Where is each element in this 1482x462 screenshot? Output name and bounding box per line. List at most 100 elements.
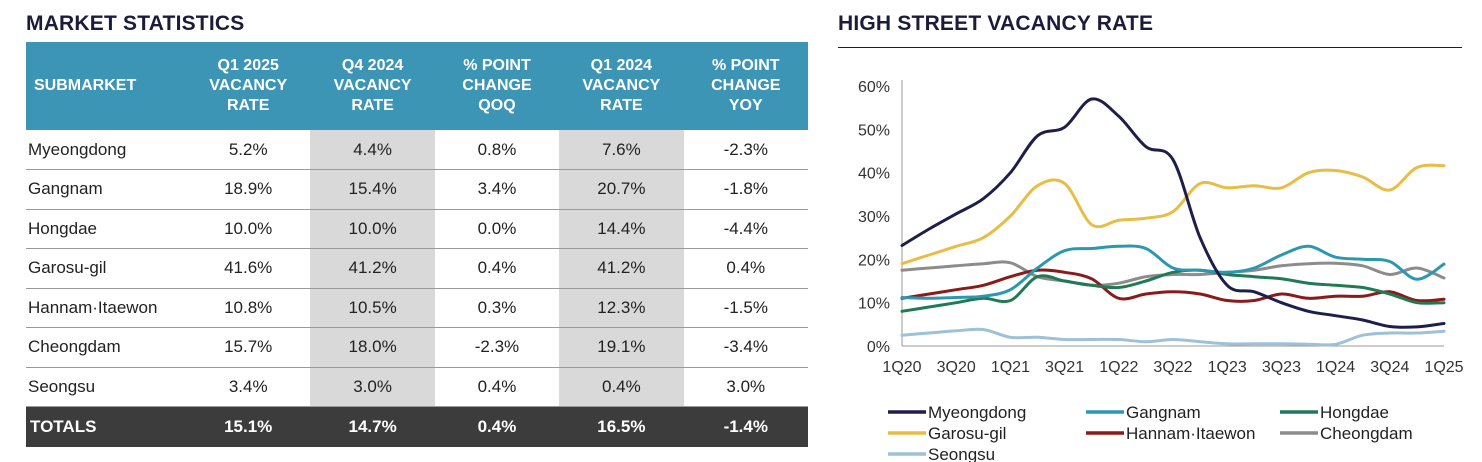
totals-value: 16.5% <box>559 406 684 447</box>
x-tick-label: 3Q22 <box>1153 359 1192 376</box>
submarket-cell: Seongsu <box>26 367 186 407</box>
legend-label: Gangnam <box>1126 403 1201 422</box>
value-cell: 14.4% <box>559 209 684 249</box>
value-cell: 15.7% <box>186 327 311 368</box>
table-row: Cheongdam 15.7% 18.0% -2.3% 19.1% -3.4% <box>26 327 808 368</box>
value-cell: 10.0% <box>186 209 311 249</box>
value-cell: 20.7% <box>559 169 684 210</box>
column-header-line: VACANCY <box>209 77 288 94</box>
value-cell: 12.3% <box>559 288 684 328</box>
legend-label: Garosu-gil <box>928 424 1006 443</box>
chart-title: HIGH STREET VACANCY RATE <box>838 12 1462 48</box>
series-line-hannam-itaewon <box>900 268 1446 303</box>
table-row: Seongsu 3.4% 3.0% 0.4% 0.4% 3.0% <box>26 367 808 407</box>
x-tick-label: 1Q25 <box>1424 359 1463 376</box>
submarket-cell: Garosu-gil <box>26 248 186 289</box>
value-cell: 3.4% <box>186 367 311 407</box>
y-tick-label: 20% <box>858 252 890 269</box>
value-cell: 7.6% <box>559 130 684 170</box>
market-statistics-panel: MARKET STATISTICS SUBMARKET Q1 2025 VACANC… <box>26 12 808 447</box>
y-tick-label: 60% <box>858 79 890 96</box>
submarket-cell: Hannam·Itaewon <box>26 288 186 328</box>
table-row: Hannam·Itaewon 10.8% 10.5% 0.3% 12.3% -1.5% <box>26 288 808 328</box>
value-cell: 5.2% <box>186 130 311 170</box>
series-line-garosu-gil <box>900 163 1446 266</box>
series-line-myeongdong <box>900 97 1446 329</box>
column-header-line: Q4 2024 <box>341 57 404 74</box>
totals-value: 0.4% <box>434 406 560 447</box>
x-tick-label: 1Q22 <box>1099 359 1138 376</box>
value-cell: 3.0% <box>310 367 435 407</box>
table-row: Garosu-gil 41.6% 41.2% 0.4% 41.2% 0.4% <box>26 248 808 289</box>
value-cell: 19.1% <box>559 327 684 368</box>
value-cell: 10.8% <box>186 288 311 328</box>
value-cell: 0.4% <box>559 367 684 407</box>
totals-value: 15.1% <box>186 406 311 447</box>
series-line-gangnam <box>900 244 1446 300</box>
series-line-hongdae <box>900 268 1446 313</box>
y-tick-label: 10% <box>858 296 890 313</box>
table-row: Gangnam 18.9% 15.4% 3.4% 20.7% -1.8% <box>26 169 808 210</box>
x-tick-label: 1Q20 <box>882 359 921 376</box>
column-header-line: SUBMARKET <box>34 77 137 94</box>
legend-label: Cheongdam <box>1320 424 1413 443</box>
value-cell: -2.3% <box>434 327 560 368</box>
column-header-line: RATE <box>227 97 270 114</box>
x-tick-label: 3Q23 <box>1262 359 1301 376</box>
value-cell: 0.4% <box>434 248 560 289</box>
vacancy-rate-line-chart: 0% 10% 20% 30% 40% 50% 60% 1Q20 3Q20 1Q21 3Q21 1Q22… <box>858 79 1464 462</box>
x-tick-label: 3Q21 <box>1045 359 1084 376</box>
value-cell: 0.4% <box>434 367 560 407</box>
table-row: Hongdae 10.0% 10.0% 0.0% 14.4% -4.4% <box>26 209 808 249</box>
totals-value: -1.4% <box>683 406 808 447</box>
x-tick-label: 3Q24 <box>1370 359 1409 376</box>
value-cell: 18.9% <box>186 169 311 210</box>
legend-label: Hongdae <box>1320 403 1389 422</box>
totals-row: TOTALS 15.1% 14.7% 0.4% 16.5% -1.4% <box>26 406 808 447</box>
x-tick-label: 3Q20 <box>937 359 976 376</box>
market-statistics-title: MARKET STATISTICS <box>26 12 245 35</box>
column-header: % POINT CHANGE QOQ <box>434 42 560 130</box>
y-tick-label: 0% <box>867 339 890 356</box>
column-header-line: QOQ <box>478 97 516 114</box>
legend-label: Hannam·Itaewon <box>1126 424 1255 443</box>
value-cell: -1.5% <box>683 288 808 328</box>
x-tick-label: 1Q24 <box>1316 359 1355 376</box>
totals-label: TOTALS <box>26 406 186 447</box>
legend-label: Seongsu <box>928 445 995 462</box>
value-cell: 41.2% <box>559 248 684 289</box>
value-cell: -4.4% <box>683 209 808 249</box>
value-cell: 18.0% <box>310 327 435 368</box>
totals-value: 14.7% <box>310 406 435 447</box>
submarket-cell: Gangnam <box>26 169 186 210</box>
value-cell: -1.8% <box>683 169 808 210</box>
value-cell: 0.4% <box>683 248 808 289</box>
x-tick-label: 1Q21 <box>991 359 1030 376</box>
value-cell: 41.2% <box>310 248 435 289</box>
value-cell: -2.3% <box>683 130 808 170</box>
column-header-line: YOY <box>728 97 763 114</box>
series-line-seongsu <box>900 327 1446 347</box>
x-tick-label: 1Q23 <box>1208 359 1247 376</box>
y-tick-label: 40% <box>858 166 890 183</box>
column-header-line: Q1 2024 <box>590 57 653 74</box>
market-statistics-table: SUBMARKET Q1 2025 VACANCY RATE Q4 2024 VACANC… <box>26 42 808 447</box>
value-cell: 15.4% <box>310 169 435 210</box>
value-cell: 4.4% <box>310 130 435 170</box>
column-header-line: RATE <box>351 97 394 114</box>
column-header-line: Q1 2025 <box>217 57 279 74</box>
column-header: Q4 2024 VACANCY RATE <box>310 42 435 130</box>
column-header-line: % POINT <box>463 57 531 74</box>
submarket-cell: Cheongdam <box>26 327 186 368</box>
column-header: Q1 2024 VACANCY RATE <box>559 42 684 130</box>
value-cell: 0.0% <box>434 209 560 249</box>
column-header-line: CHANGE <box>711 77 781 94</box>
table-row: Myeongdong 5.2% 4.4% 0.8% 7.6% -2.3% <box>26 130 808 170</box>
column-header-line: % POINT <box>712 57 780 74</box>
column-header-line: VACANCY <box>582 77 661 94</box>
column-header-line: RATE <box>600 97 643 114</box>
series-line-cheongdam <box>900 260 1446 287</box>
submarket-cell: Myeongdong <box>26 130 186 170</box>
column-header: SUBMARKET <box>26 42 186 130</box>
value-cell: 0.3% <box>434 288 560 328</box>
